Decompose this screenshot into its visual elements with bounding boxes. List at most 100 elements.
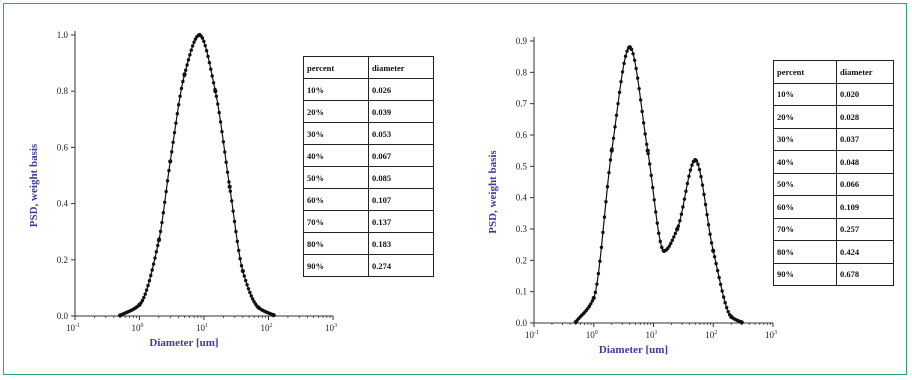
marker-dot <box>715 268 720 273</box>
header-diameter: diameter <box>368 56 434 79</box>
data-point <box>675 226 680 232</box>
marker-dot <box>174 121 178 125</box>
marker-dot <box>175 112 180 116</box>
cell-diameter: 0.424 <box>836 240 894 264</box>
marker-dot <box>611 136 616 140</box>
table-row: 30% 0.053 <box>303 122 434 145</box>
marker-dot <box>641 121 646 125</box>
marker-dot <box>209 67 213 71</box>
table-row: 20% 0.039 <box>303 100 434 123</box>
marker-dot <box>605 185 610 189</box>
cell-diameter: 0.048 <box>836 150 894 174</box>
marker-dot <box>143 292 147 296</box>
marker-dot <box>170 150 174 154</box>
marker-dot <box>177 102 181 107</box>
marker-dot <box>238 257 242 261</box>
marker-dot <box>688 168 693 172</box>
cell-percent: 60% <box>303 188 369 211</box>
marker-dot <box>245 283 249 287</box>
marker-dot <box>696 162 700 166</box>
cell-diameter: 0.678 <box>836 262 894 286</box>
marker-dot <box>714 261 718 266</box>
marker-dot <box>179 86 184 91</box>
marker-dot <box>217 110 221 115</box>
cell-diameter: 0.183 <box>368 232 434 255</box>
marker-dot <box>646 151 650 156</box>
marker-dot <box>161 211 166 215</box>
marker-dot <box>724 305 729 310</box>
marker-dot <box>172 130 177 135</box>
marker-dot <box>596 271 601 276</box>
marker-dot <box>188 53 192 57</box>
marker-dot <box>712 255 717 259</box>
cell-percent: 10% <box>773 82 837 106</box>
table-row: 30% 0.037 <box>773 127 894 151</box>
cell-diameter: 0.109 <box>836 195 894 219</box>
table-row: 50% 0.085 <box>303 166 434 189</box>
y-tick-label: 0.4 <box>516 193 528 203</box>
data-point <box>213 89 218 94</box>
marker-dot <box>160 220 164 225</box>
marker-dot <box>640 109 644 114</box>
cell-diameter: 0.067 <box>368 144 434 167</box>
cell-diameter: 0.066 <box>836 172 894 196</box>
data-point <box>240 268 245 274</box>
marker-dot <box>237 248 241 253</box>
x-tick-exponent: 0 <box>595 330 598 336</box>
marker-dot <box>697 167 702 172</box>
cell-diameter: 0.039 <box>368 100 434 123</box>
x-tick-label: 100 <box>586 330 598 340</box>
marker-dot <box>720 289 724 293</box>
marker-dot <box>203 43 207 48</box>
x-tick-exponent: -1 <box>534 330 539 336</box>
table-row: 10% 0.026 <box>303 78 434 101</box>
marker-dot <box>165 179 170 183</box>
marker-dot <box>638 98 643 102</box>
marker-dot <box>142 295 146 300</box>
x-tick-exponent: 3 <box>334 323 337 329</box>
chart-bimodal-psd: 0.00.10.20.30.40.50.60.70.80.910-1 100 101… <box>487 36 777 356</box>
marker-dot <box>248 290 252 295</box>
y-tick-label: 1.0 <box>57 30 69 40</box>
marker-dot <box>232 219 237 224</box>
header-percent: percent <box>303 56 369 79</box>
marker-dot <box>246 287 251 291</box>
cell-diameter: 0.028 <box>836 105 894 129</box>
y-tick-label: 0.0 <box>57 311 69 321</box>
cell-percent: 40% <box>303 144 369 167</box>
marker-dot <box>183 68 188 72</box>
data-point <box>591 295 596 301</box>
marker-dot <box>156 243 160 248</box>
table-row: 90% 0.274 <box>303 254 434 277</box>
marker-dot <box>643 132 647 136</box>
marker-dot <box>189 48 193 52</box>
y-tick-label: 0.7 <box>516 99 528 109</box>
marker-dot <box>589 302 593 306</box>
marker-dot <box>616 101 620 106</box>
marker-dot <box>682 197 687 201</box>
y-tick-label: 0.6 <box>57 142 69 152</box>
marker-dot <box>651 185 655 190</box>
data-point <box>271 313 276 318</box>
marker-dot <box>220 129 224 134</box>
marker-dot <box>190 44 195 48</box>
marker-dot <box>673 231 678 236</box>
x-axis-label: Diameter [um] <box>599 344 668 356</box>
marker-dot <box>709 241 714 245</box>
marker-dot <box>186 58 191 62</box>
y-tick-label: 0.8 <box>57 86 69 96</box>
marker-dot <box>706 223 711 227</box>
marker-dot <box>644 142 649 146</box>
cell-diameter: 0.107 <box>368 188 434 211</box>
y-tick-label: 0.6 <box>516 130 528 140</box>
header-percent: percent <box>773 60 837 84</box>
marker-dot <box>679 212 684 216</box>
marker-dot <box>705 212 709 217</box>
x-tick-label: 102 <box>261 323 273 333</box>
x-tick-exponent: 2 <box>714 330 717 336</box>
x-tick-label: 102 <box>705 330 717 340</box>
table-row: 10% 0.020 <box>773 82 894 106</box>
series-line <box>575 46 743 323</box>
data-point <box>661 248 667 254</box>
marker-dot <box>667 244 672 248</box>
